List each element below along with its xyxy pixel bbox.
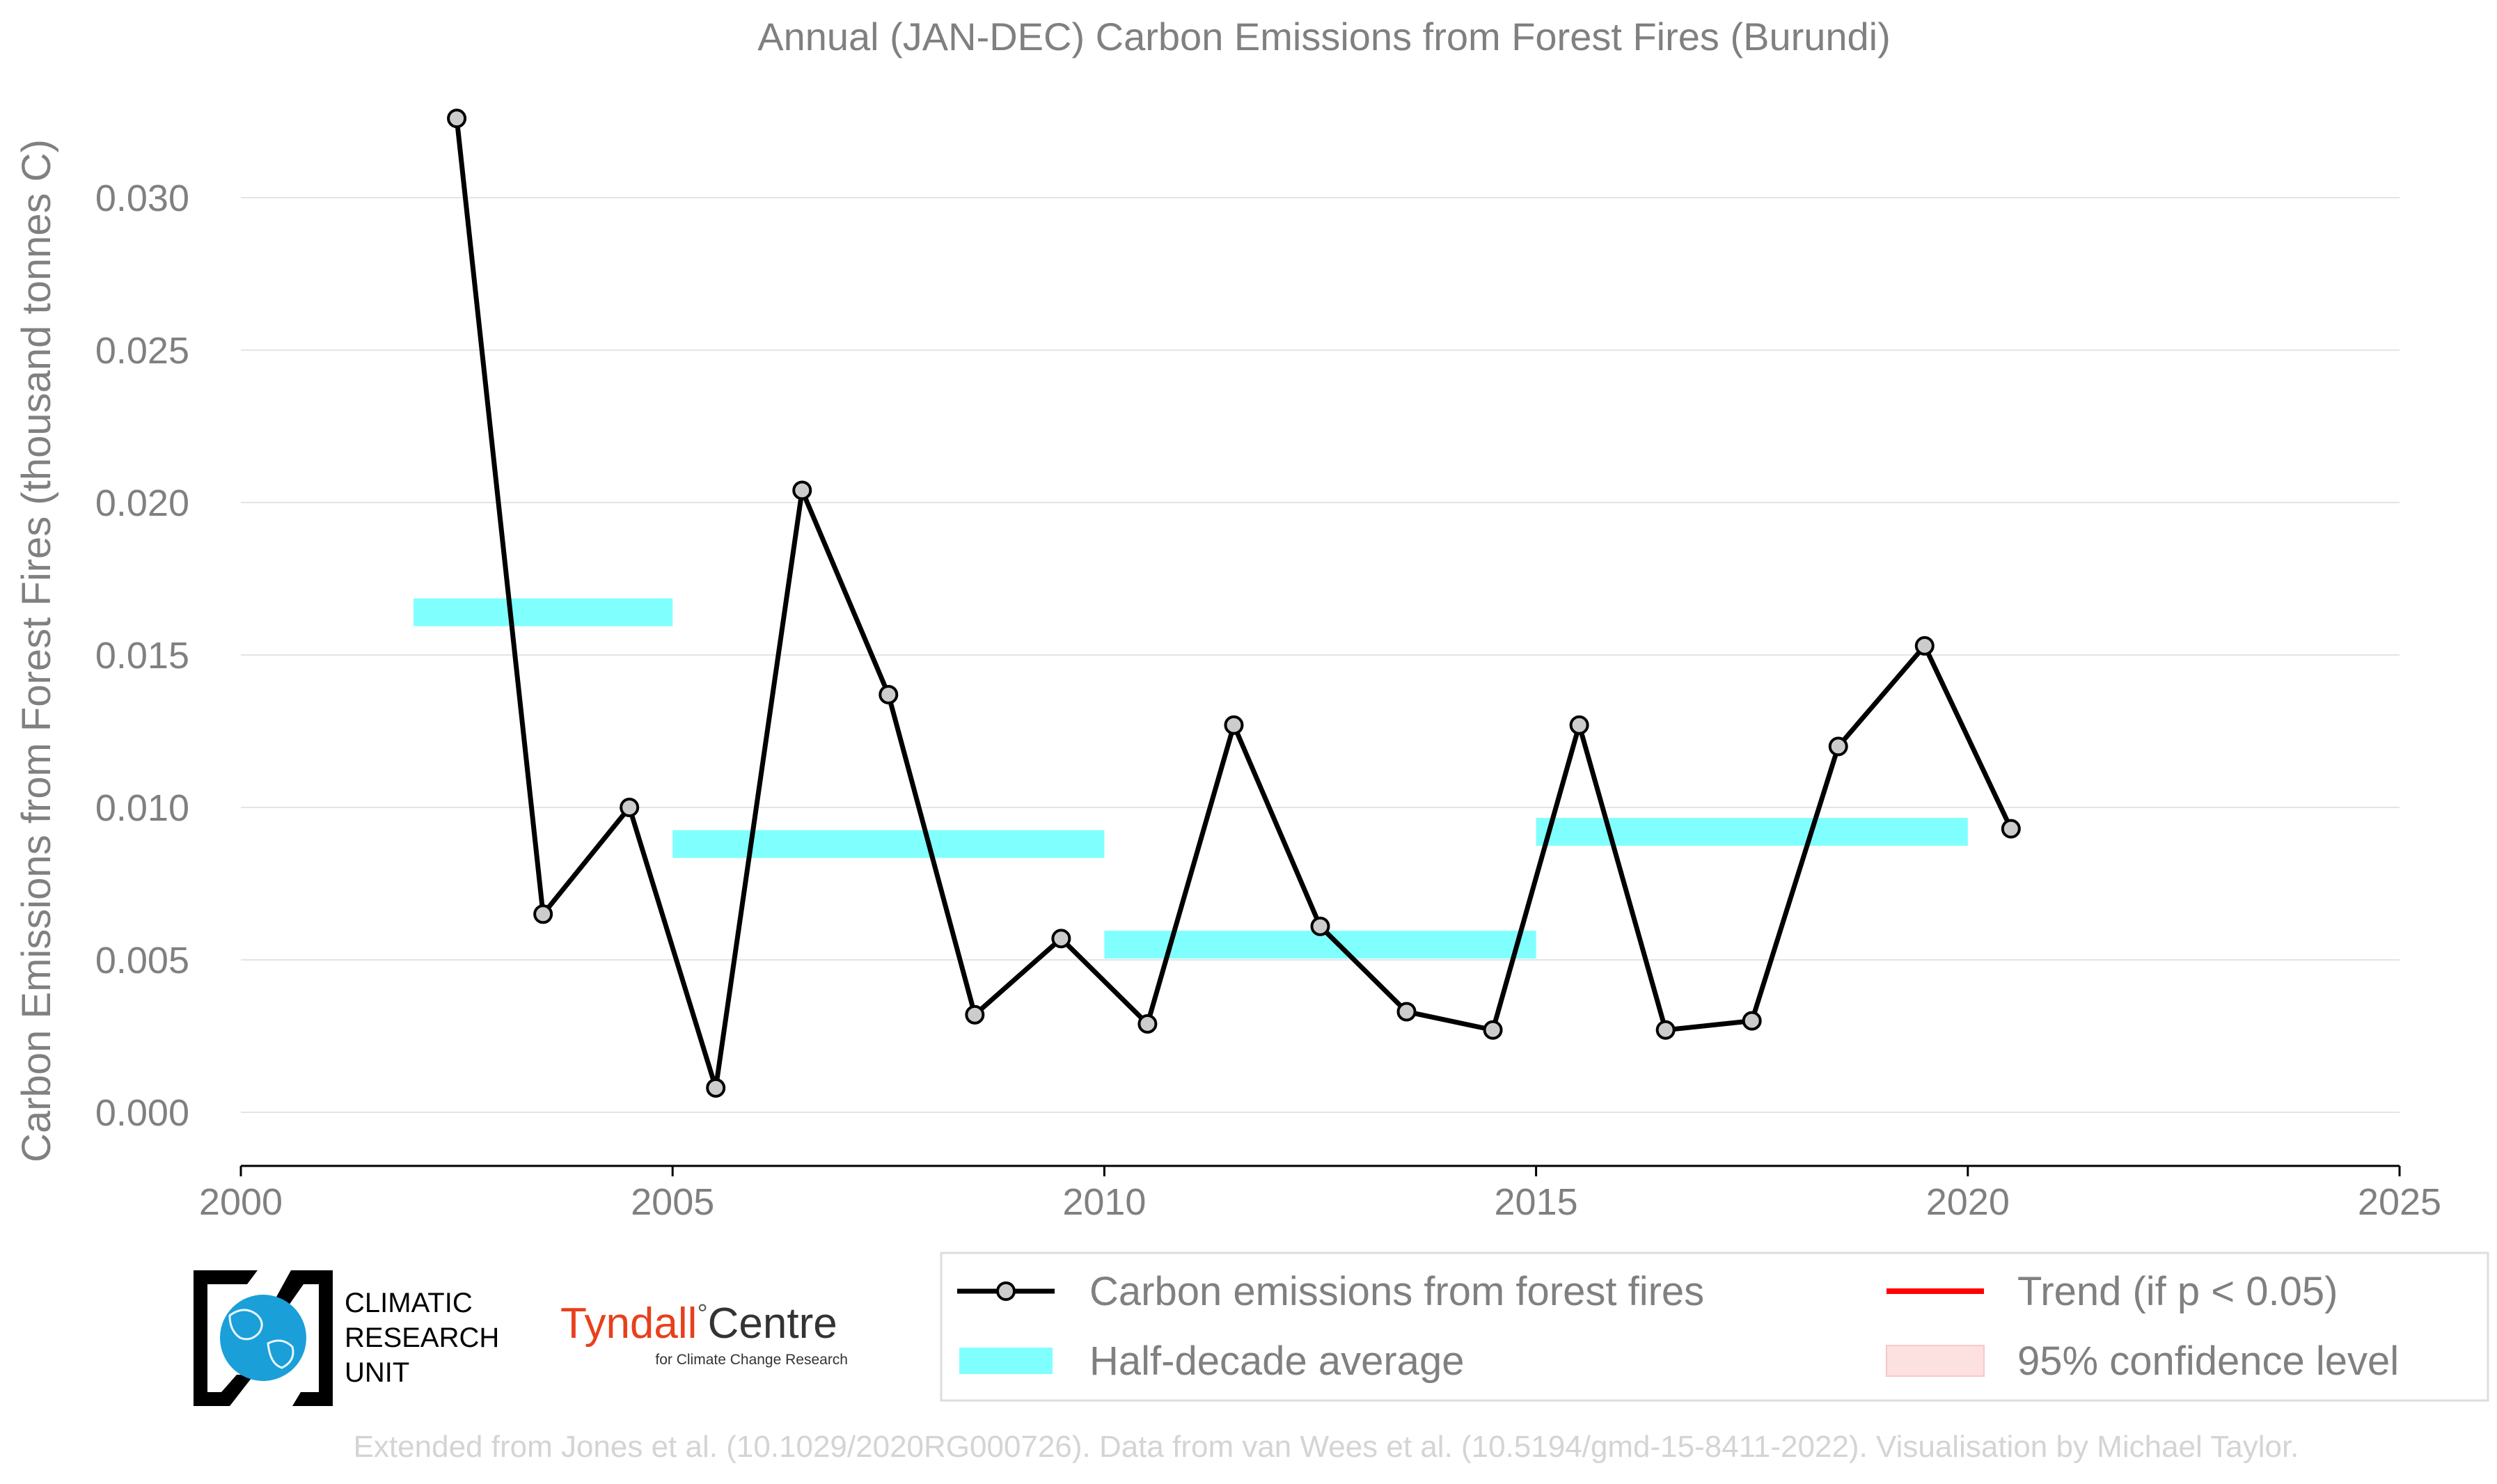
emissions-point bbox=[1051, 929, 1071, 949]
x-tick-label: 2025 bbox=[2358, 1181, 2441, 1223]
emissions-point bbox=[1655, 1020, 1676, 1040]
chart-title: Annual (JAN-DEC) Carbon Emissions from F… bbox=[757, 15, 1891, 58]
x-tick-label: 2015 bbox=[1495, 1181, 1578, 1223]
legend-marker-swatch bbox=[996, 1281, 1016, 1301]
emissions-point bbox=[1914, 636, 1935, 656]
emissions-markers bbox=[447, 109, 2021, 1098]
half-decade-average-bar bbox=[413, 598, 673, 626]
grid-lines bbox=[241, 197, 2400, 1113]
cru-logo-line1: CLIMATIC bbox=[345, 1288, 473, 1318]
legend-label: Half-decade average bbox=[1089, 1339, 1464, 1384]
cru-logo-line3: UNIT bbox=[345, 1357, 409, 1388]
cru-logo-frame bbox=[194, 1270, 258, 1406]
legend: Carbon emissions from forest fires Half-d… bbox=[940, 1252, 2489, 1402]
globe-land bbox=[228, 1309, 294, 1369]
emissions-point bbox=[792, 480, 812, 500]
emissions-point bbox=[1828, 736, 1848, 757]
y-tick-labels: 0.000 0.005 0.010 0.015 0.020 0.025 0.030 bbox=[95, 177, 189, 1134]
legend-band-swatch bbox=[959, 1348, 1053, 1374]
legend-box bbox=[940, 1252, 2489, 1402]
x-tick-label: 2020 bbox=[1926, 1181, 2010, 1223]
x-tick-label: 2005 bbox=[631, 1181, 714, 1223]
emissions-point bbox=[879, 684, 899, 704]
y-tick-label: 0.005 bbox=[95, 940, 189, 981]
emissions-point bbox=[533, 904, 553, 924]
y-tick-label: 0.010 bbox=[95, 787, 189, 829]
legend-items: Carbon emissions from forest fires Half-d… bbox=[957, 1269, 2399, 1384]
y-tick-label: 0.025 bbox=[95, 330, 189, 372]
legend-confidence-swatch bbox=[1886, 1345, 1985, 1377]
globe-icon bbox=[220, 1295, 306, 1381]
x-tick-label: 2000 bbox=[199, 1181, 283, 1223]
legend-label: Trend (if p < 0.05) bbox=[2017, 1269, 2338, 1314]
emissions-point bbox=[1310, 916, 1330, 936]
tyndall-logo: Tyndall°Centre for Climate Change Resear… bbox=[560, 1300, 848, 1368]
x-ticks: 2000 2005 2010 2015 2020 2025 bbox=[199, 1166, 2441, 1223]
half-decade-average-bars bbox=[413, 598, 1968, 959]
emissions-point bbox=[965, 1004, 985, 1025]
emissions-point bbox=[1396, 1002, 1417, 1022]
y-tick-label: 0.020 bbox=[95, 482, 189, 524]
half-decade-average-bar bbox=[672, 830, 1105, 858]
emissions-point bbox=[706, 1078, 726, 1098]
legend-label: 95% confidence level bbox=[2017, 1339, 2399, 1384]
tyndall-logo-subtitle: for Climate Change Research bbox=[655, 1352, 848, 1368]
tyndall-logo-word: Tyndall bbox=[560, 1300, 697, 1348]
y-tick-label: 0.000 bbox=[95, 1092, 189, 1134]
y-tick-label: 0.030 bbox=[95, 177, 189, 219]
emissions-point bbox=[1483, 1020, 1503, 1040]
tyndall-logo-degree: ° bbox=[697, 1300, 707, 1329]
svg-text:Tyndall°Centre: Tyndall°Centre bbox=[560, 1300, 837, 1348]
emissions-point bbox=[620, 798, 640, 817]
y-tick-label: 0.015 bbox=[95, 635, 189, 677]
x-tick-label: 2010 bbox=[1062, 1181, 1146, 1223]
emissions-point bbox=[2001, 819, 2021, 839]
legend-label: Carbon emissions from forest fires bbox=[1089, 1269, 1704, 1314]
emissions-point bbox=[1742, 1011, 1762, 1031]
emissions-point bbox=[1569, 715, 1589, 735]
emissions-point bbox=[1137, 1013, 1158, 1034]
emissions-point bbox=[447, 109, 467, 129]
half-decade-average-bar bbox=[1536, 818, 1968, 846]
cru-logo-line2: RESEARCH bbox=[345, 1323, 499, 1353]
tyndall-logo-centre: Centre bbox=[708, 1300, 837, 1348]
y-axis-label: Carbon Emissions from Forest Fires (thou… bbox=[14, 139, 59, 1162]
emissions-point bbox=[1224, 715, 1244, 735]
credit-text: Extended from Jones et al. (10.1029/2020… bbox=[354, 1430, 2299, 1464]
cru-logo: CLIMATIC RESEARCH UNIT bbox=[194, 1270, 499, 1406]
